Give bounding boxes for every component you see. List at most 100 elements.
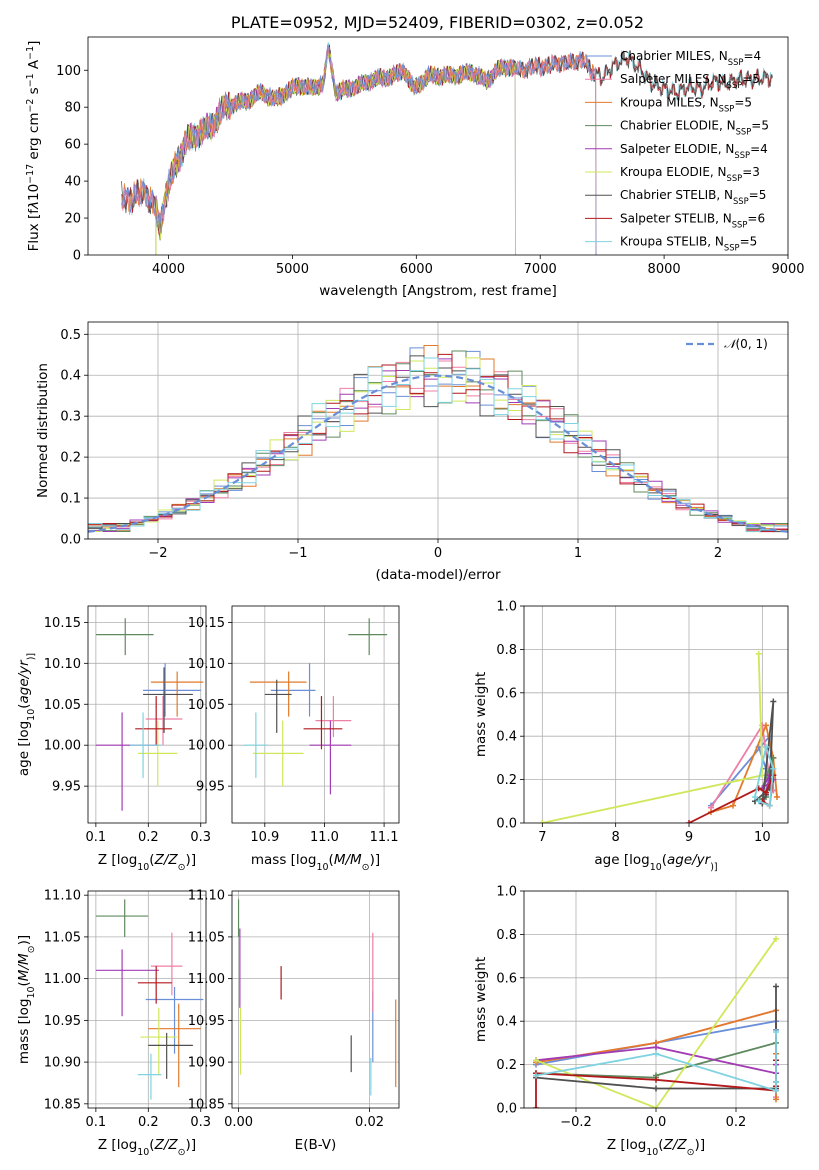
legend-label: Kroupa STELIB, NSSP=5 [620,235,757,253]
y-tick-label: 9.95 [196,780,225,795]
y-tick-label: 0.2 [496,773,517,788]
x-axis-label: wavelength [Angstrom, rest frame] [319,283,557,299]
weight-marker [533,1072,539,1079]
x-axis-label: Z [log10(Z/Z⊙)] [98,852,196,873]
spectrum-line [155,52,516,255]
histogram-step [88,357,788,539]
x-tick-label: 0.00 [224,1115,253,1130]
y-tick-label: 10.10 [44,657,81,672]
y-axis-label: Normed distribution [35,363,51,498]
weight-marker [755,650,762,657]
x-tick-label: 0.1 [86,830,107,845]
weight-marker [539,820,546,823]
weight-marker [533,1105,539,1108]
x-tick-label: 1 [574,546,582,561]
y-tick-label: 10.85 [188,1097,225,1112]
y-tick-label: 0.4 [496,730,517,745]
x-tick-label: 11.1 [370,830,399,845]
y-tick-label: 10.90 [188,1056,225,1071]
x-tick-label: 2 [714,546,722,561]
y-tick-label: 11.10 [44,889,81,904]
y-tick-label: 10.95 [44,1014,81,1029]
weight-marker [755,798,762,805]
x-tick-label: 0.2 [138,1115,159,1130]
weight-marker [653,1050,659,1057]
legend-label: Salpeter ELODIE, NSSP=4 [620,142,768,160]
legend-label: Kroupa ELODIE, NSSP=3 [620,165,760,183]
x-tick-label: 9000 [771,262,804,277]
mass-vs-ebv-axes: 0.00 0.02 10.85 10.90 10.95 11.00 11.05 11.10 E(… [188,889,400,1153]
legend-label: Salpeter STELIB, NSSP=6 [620,211,765,229]
x-tick-label: 9 [685,830,693,845]
y-tick-label: 100 [56,64,81,79]
x-tick-label: 0.1 [86,1115,107,1130]
weight-marker [773,1096,779,1103]
weight-vs-age-axes: 7 8 9 10 0.0 0.2 0.4 0.6 0.8 1.0 age [log10(age/yr… [473,600,789,873]
weight-vs-z-axes: −0.2 0.0 0.2 0.0 0.2 0.4 0.6 0.8 1.0 Z [log10(Z/Z… [473,885,789,1158]
weight-marker [533,1057,539,1064]
legend-label: Kroupa MILES, NSSP=5 [620,95,752,113]
weight-marker [763,789,769,796]
y-tick-label: 11.05 [188,930,225,945]
x-tick-label: 4000 [152,262,185,277]
x-axis-label: mass [log10(M/M⊙)] [251,852,380,873]
axes-frame [87,605,207,824]
y-tick-label: 0.8 [496,928,517,943]
y-tick-label: 10.00 [44,739,81,754]
x-tick-label: 0 [434,546,442,561]
weight-marker [653,1105,659,1108]
y-tick-label: 0.0 [60,533,81,548]
spectrum-axes: 4000 5000 6000 7000 8000 9000 0 20 40 60 80 100 Chab… [25,36,805,299]
spectrum-legend: Chabrier MILES, NSSP=4 Salpeter MILES, NS… [585,49,769,253]
y-tick-label: 10.85 [44,1097,81,1112]
spectrum-line [121,51,597,255]
y-tick-label: 60 [64,138,81,153]
y-tick-label: 11.05 [44,930,81,945]
y-tick-label: 9.95 [52,780,81,795]
age-vs-mass-plot-area [232,606,399,823]
weight-marker [653,1044,659,1051]
axes-frame [87,321,789,540]
weight-marker [763,744,769,751]
y-tick-label: 0.1 [60,492,81,507]
mass-vs-ebv-plot-area [232,891,399,1108]
mass-vs-z-plot-area [88,891,206,1108]
x-tick-label: −2 [148,546,167,561]
weight-marker [773,1087,779,1094]
y-tick-label: 10.05 [44,698,81,713]
x-tick-label: 0.2 [726,1115,747,1130]
y-tick-label: 10.10 [188,657,225,672]
x-tick-label: −1 [288,546,307,561]
x-tick-label: 7000 [524,262,557,277]
y-tick-label: 20 [64,212,81,227]
y-tick-label: 10.90 [44,1056,81,1071]
residual-histogram-axes: −2 −1 0 1 2 0.0 0.1 0.2 0.3 0.4 0.5 𝒩(0, 1) (data-mo… [35,321,789,583]
x-axis-label: age [log10(age/yr)] [594,852,717,873]
y-axis-label: Flux [fλ10−17 erg cm−2 s−1 A−1] [25,41,43,252]
x-tick-label: 11.0 [310,830,339,845]
y-tick-label: 80 [64,101,81,116]
legend-label: Chabrier STELIB, NSSP=5 [620,188,766,206]
x-tick-label: 10.9 [250,830,279,845]
weight-marker [653,1085,659,1092]
y-tick-label: 0.4 [60,369,81,384]
residual-histogram-plot-area [88,322,788,539]
normal-curve [88,374,788,533]
weight-marker [773,983,779,990]
x-tick-label: 8000 [648,262,681,277]
weight-marker [770,765,777,772]
spectrum-line [121,47,597,255]
axes-frame [523,605,789,824]
y-tick-label: 10.00 [188,739,225,754]
y-tick-label: 10.05 [188,698,225,713]
weight-vs-z-plot-area [524,891,788,1108]
weight-marker [770,698,777,705]
y-axis-label: mass weight [473,672,489,757]
weight-marker [774,793,780,800]
y-tick-label: 0.6 [496,971,517,986]
y-tick-label: 0.0 [496,1102,517,1117]
axes-frame [523,890,789,1109]
weight-marker [773,1078,779,1085]
y-axis-label: age [log10(age/yr)] [16,653,37,776]
